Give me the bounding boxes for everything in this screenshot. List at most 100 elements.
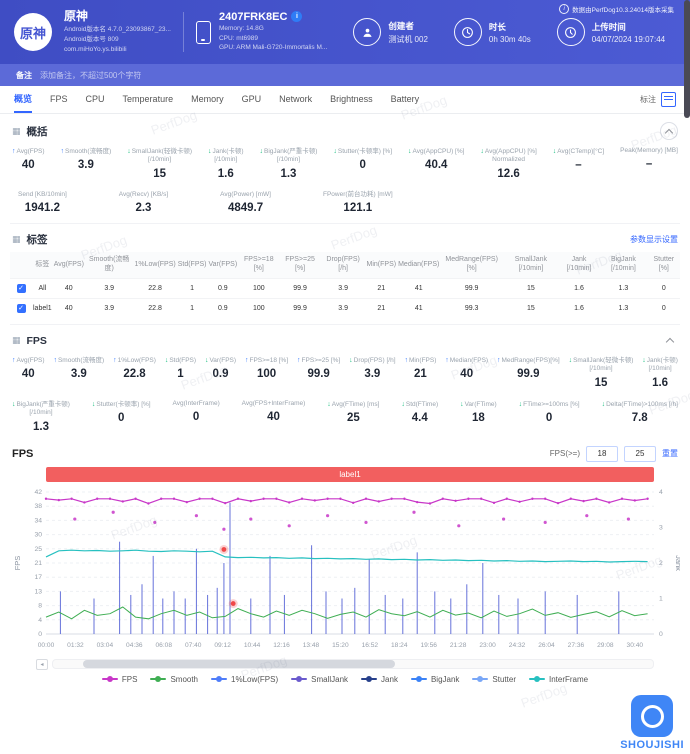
up-trend-icon: ↑ bbox=[12, 148, 16, 155]
stat-value: 15 bbox=[569, 377, 634, 389]
up-trend-icon: ↑ bbox=[245, 357, 249, 364]
fps-threshold-input-1[interactable]: 18 bbox=[586, 446, 618, 462]
down-trend-icon: ↓ bbox=[642, 357, 646, 364]
jank-legend-mark-icon bbox=[361, 678, 377, 680]
stat-avg-interframe: Avg(InterFrame)0 bbox=[173, 400, 220, 433]
legend-stutter[interactable]: Stutter bbox=[472, 675, 516, 684]
svg-text:8: 8 bbox=[38, 602, 42, 609]
legend-bigjank[interactable]: BigJank bbox=[411, 675, 459, 684]
reset-link[interactable]: 重置 bbox=[662, 448, 678, 459]
stat-bigjank: ↓BigJank(严重卡顿)[/10min]1.3 bbox=[12, 400, 70, 433]
stat-value: 99.9 bbox=[297, 368, 340, 380]
stat-fps-25-%: ↑FPS>=25 [%]99.9 bbox=[297, 356, 340, 389]
legend-interframe[interactable]: InterFrame bbox=[529, 675, 588, 684]
tab-gpu[interactable]: GPU bbox=[242, 86, 262, 113]
legend-jank[interactable]: Jank bbox=[361, 675, 398, 684]
page-scrollbar[interactable] bbox=[684, 0, 690, 754]
column-var-fps: Var(FPS) bbox=[208, 252, 239, 278]
note-bar[interactable]: 备注 添加备注，不超过500个字符 bbox=[0, 64, 690, 86]
stat-value: 1.3 bbox=[12, 421, 70, 433]
stat-value: 0.9 bbox=[205, 368, 236, 380]
cell-value: 1.3 bbox=[599, 298, 647, 318]
stat-value: 1.6 bbox=[642, 377, 678, 389]
cell-value: 3.9 bbox=[321, 278, 366, 298]
row-checkbox[interactable]: ✓ bbox=[17, 284, 26, 293]
down-trend-icon: ↓ bbox=[208, 148, 212, 155]
chart-h-scrollbar[interactable] bbox=[52, 659, 654, 669]
stat-avg-fps: ↑Avg(FPS)40 bbox=[12, 356, 45, 389]
stat-value: 1941.2 bbox=[18, 202, 67, 214]
fps-collapse-button[interactable] bbox=[662, 333, 678, 349]
page-scrollbar-thumb[interactable] bbox=[684, 0, 690, 118]
legend-smooth[interactable]: Smooth bbox=[150, 675, 198, 684]
stat-value: 7.8 bbox=[602, 412, 678, 424]
fps-threshold-input-2[interactable]: 25 bbox=[624, 446, 656, 462]
svg-text:03:04: 03:04 bbox=[97, 642, 114, 649]
tab-battery[interactable]: Battery bbox=[391, 86, 420, 113]
svg-text:17: 17 bbox=[34, 574, 42, 581]
down-trend-icon: ↓ bbox=[205, 357, 209, 364]
legend-label: Smooth bbox=[170, 675, 198, 684]
annotation-toggle-icon[interactable] bbox=[661, 92, 676, 107]
tab-network[interactable]: Network bbox=[279, 86, 312, 113]
tab-memory[interactable]: Memory bbox=[191, 86, 224, 113]
tab-cpu[interactable]: CPU bbox=[86, 86, 105, 113]
stat-value: 12.6 bbox=[480, 168, 536, 180]
stat-median-fps: ↑Median(FPS)40 bbox=[445, 356, 488, 389]
stat-avg-appcpu-%: ↓Avg(AppCPU) [%]40.4 bbox=[408, 147, 464, 180]
svg-text:1: 1 bbox=[659, 595, 663, 602]
row-checkbox[interactable]: ✓ bbox=[17, 304, 26, 313]
tab-brightness[interactable]: Brightness bbox=[330, 86, 373, 113]
label1-band[interactable]: label1 bbox=[46, 467, 654, 482]
fps-chart-title: FPS bbox=[12, 448, 33, 460]
tab-fps[interactable]: FPS bbox=[50, 86, 68, 113]
down-trend-icon: ↓ bbox=[602, 401, 606, 408]
stat-min-fps: ↑Min(FPS)21 bbox=[404, 356, 436, 389]
overview-stats-row-1: ↑Avg(FPS)40↑Smooth(流畅度)3.9↓SmallJank(轻微卡… bbox=[10, 145, 680, 189]
upload-time-block: 上传时间 04/07/2024 19:07:44 bbox=[557, 18, 665, 46]
tabs-list: 概览 FPS CPU Temperature Memory GPU Network Brigh… bbox=[14, 86, 419, 113]
row-label: label1 bbox=[32, 298, 53, 318]
stat-smooth: ↑Smooth(流畅度)3.9 bbox=[61, 147, 112, 180]
cell-value: 22.8 bbox=[133, 278, 176, 298]
cell-value: 100 bbox=[238, 278, 279, 298]
svg-text:24:32: 24:32 bbox=[509, 642, 526, 649]
overview-title: 概括 bbox=[27, 124, 48, 139]
svg-text:30: 30 bbox=[34, 531, 42, 538]
select-all-column bbox=[10, 252, 32, 278]
column-fps-25-%: FPS>=25 [%] bbox=[279, 252, 320, 278]
cell-value: 3.9 bbox=[85, 278, 134, 298]
creator-icon bbox=[353, 18, 381, 46]
fps-section: ▦ FPS ↑Avg(FPS)40↑Smooth(流畅度)3.9↑1%Low(F… bbox=[10, 324, 680, 687]
overview-collapse-button[interactable] bbox=[660, 122, 678, 140]
down-trend-icon: ↓ bbox=[460, 401, 464, 408]
stat-value: 4849.7 bbox=[220, 202, 271, 214]
tab-temperature[interactable]: Temperature bbox=[123, 86, 174, 113]
stat-value: 1.3 bbox=[259, 168, 317, 180]
interframe-legend-mark-icon bbox=[529, 678, 545, 680]
cell-value: 3.9 bbox=[85, 298, 134, 318]
stat-1%low-fps: ↑1%Low(FPS)22.8 bbox=[113, 356, 156, 389]
svg-text:16:52: 16:52 bbox=[362, 642, 379, 649]
legend-fps[interactable]: FPS bbox=[102, 675, 138, 684]
fps-threshold-filter: FPS(>=) 18 25 重置 bbox=[550, 446, 678, 462]
stat-var-fps: ↓Var(FPS)0.9 bbox=[205, 356, 236, 389]
column-bigjank-10min: BigJank [/10min] bbox=[599, 252, 647, 278]
bigjank-legend-mark-icon bbox=[411, 678, 427, 680]
device-info-badge[interactable]: i bbox=[291, 11, 302, 22]
legend-1%low-fps[interactable]: 1%Low(FPS) bbox=[211, 675, 278, 684]
cell-value: 40 bbox=[53, 278, 85, 298]
param-display-settings-link[interactable]: 参数显示设置 bbox=[630, 234, 678, 245]
tab-item-0[interactable]: 概览 bbox=[14, 86, 32, 113]
fps-chart[interactable]: 048131721253034384201234FPSJank00:0001:3… bbox=[10, 486, 680, 658]
device-cpu: CPU: mt6989 bbox=[219, 34, 327, 44]
annotation-label: 标注 bbox=[640, 94, 656, 105]
up-trend-icon: ↑ bbox=[113, 357, 117, 364]
chart-scroll-left-button[interactable]: ◂ bbox=[36, 659, 48, 670]
stat-value: 18 bbox=[460, 412, 497, 424]
chart-h-scrollbar-thumb[interactable] bbox=[83, 660, 395, 668]
camera-logo-icon bbox=[631, 695, 673, 737]
legend-smalljank[interactable]: SmallJank bbox=[291, 675, 348, 684]
cell-value: 99.9 bbox=[279, 278, 320, 298]
note-placeholder[interactable]: 添加备注，不超过500个字符 bbox=[40, 70, 141, 81]
